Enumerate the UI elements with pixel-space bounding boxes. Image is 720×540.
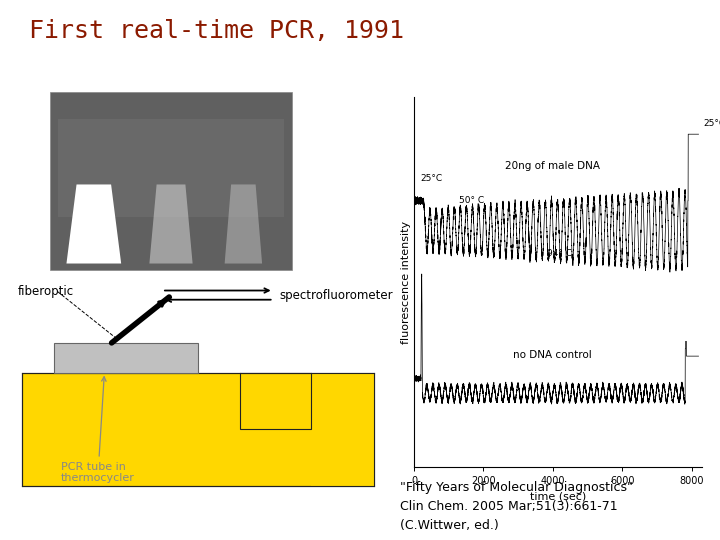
Text: 25°C: 25°C (420, 174, 442, 183)
X-axis label: time (sec): time (sec) (530, 492, 586, 502)
Bar (311, 373, 374, 486)
Text: no DNA control: no DNA control (513, 350, 592, 360)
Text: First real-time PCR, 1991: First real-time PCR, 1991 (29, 19, 404, 43)
Text: 20ng of male DNA: 20ng of male DNA (505, 161, 600, 171)
Bar (240, 373, 311, 429)
Text: 94° C: 94° C (547, 249, 572, 258)
Text: 25°C: 25°C (703, 119, 720, 127)
Y-axis label: fluorescence intensity: fluorescence intensity (401, 220, 411, 344)
Text: PCR tube in
thermocycler: PCR tube in thermocycler (61, 377, 135, 483)
Bar (58, 119, 284, 217)
Bar (22, 373, 374, 486)
Polygon shape (66, 185, 121, 264)
Bar (54, 343, 198, 373)
Text: 50° C: 50° C (459, 196, 485, 205)
Bar (50, 92, 292, 270)
Text: "Fifty Years of Molecular Diagnostics"
Clin Chem. 2005 Mar;51(3):661-71
(C.Wittw: "Fifty Years of Molecular Diagnostics" C… (400, 481, 632, 532)
Text: spectrofluorometer: spectrofluorometer (279, 288, 393, 302)
Polygon shape (225, 185, 262, 264)
Text: fiberoptic: fiberoptic (18, 285, 74, 298)
Polygon shape (150, 185, 193, 264)
